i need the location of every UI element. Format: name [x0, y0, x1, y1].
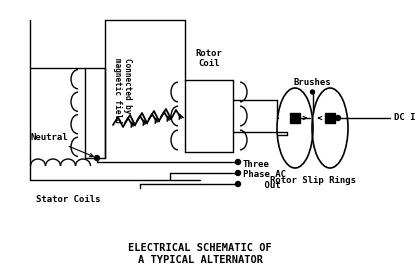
Text: Stator Coils: Stator Coils — [36, 195, 100, 204]
Bar — [325, 113, 335, 123]
Circle shape — [235, 170, 240, 176]
Bar — [290, 113, 300, 123]
Circle shape — [335, 116, 341, 121]
Text: Rotor
Coil: Rotor Coil — [196, 49, 223, 68]
Text: A TYPICAL ALTERNATOR: A TYPICAL ALTERNATOR — [138, 255, 262, 265]
Circle shape — [94, 155, 99, 161]
Text: Three
Phase AC
    Out: Three Phase AC Out — [243, 160, 286, 190]
Text: DC In: DC In — [394, 114, 416, 122]
Text: Brushes: Brushes — [294, 78, 331, 87]
Circle shape — [235, 159, 240, 165]
Text: Rotor Slip Rings: Rotor Slip Rings — [270, 176, 356, 185]
Circle shape — [310, 90, 314, 94]
Circle shape — [235, 181, 240, 187]
Text: Neutral: Neutral — [30, 133, 93, 157]
Text: Connected by
magnetic field: Connected by magnetic field — [113, 58, 132, 123]
Text: ELECTRICAL SCHEMATIC OF: ELECTRICAL SCHEMATIC OF — [128, 243, 272, 253]
